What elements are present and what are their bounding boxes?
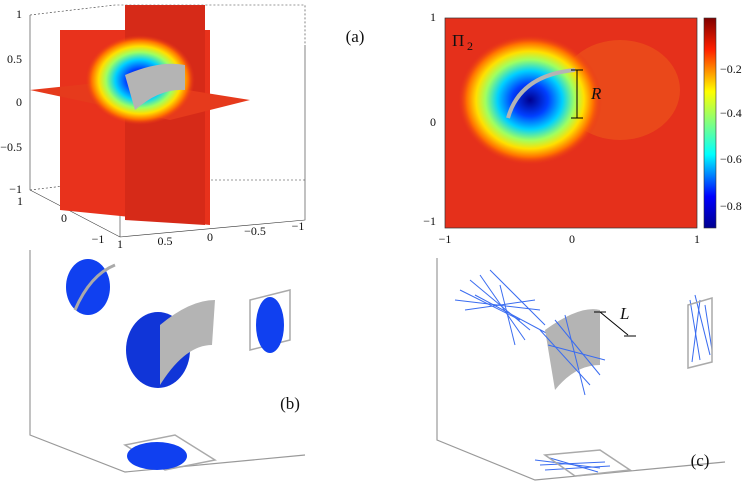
plane-outline [249,289,291,351]
colorbar [703,17,717,229]
tick-label: 1 [117,237,123,251]
fiber [544,465,611,471]
surface-trace [506,68,576,119]
fiber [549,457,599,473]
fiber [691,299,701,363]
panel-label: (b) [280,394,300,413]
fiber [464,299,536,311]
surface [125,63,185,110]
tick-label: −0.5 [244,224,266,238]
dimension-line [599,311,629,336]
tick-label: −1 [292,219,305,233]
heatmap [445,18,697,228]
colorbar-tick: −0.4 [720,106,742,120]
fiber [694,294,711,356]
plot-frame [444,17,698,229]
tick-label: 0 [61,211,67,225]
fiber [689,299,701,361]
plane-title: Π [452,31,464,50]
fiber [499,284,516,346]
fiber [489,269,546,326]
panel-c-axes [436,258,726,481]
fiber [554,319,601,376]
plane-outline [687,297,713,369]
l-dimension [594,311,636,337]
box-edge [29,4,306,45]
projection [127,442,187,470]
surface [160,300,215,385]
tick-label: 1 [17,194,23,208]
fiber [564,314,586,396]
tick-label: −1 [92,232,105,246]
annotation: R [590,84,602,103]
annotation: L [619,304,629,323]
plane-outline [542,449,633,477]
panel-label: (c) [691,451,710,470]
projection [256,297,284,353]
heat-blob [458,35,602,165]
surface-trace [73,263,116,311]
tick-label: 0 [16,95,22,109]
fiber [479,274,526,341]
tick-label: 0 [207,230,213,244]
tick-label: −1 [423,214,436,228]
plane-title-sub: 2 [467,39,473,53]
r-dimension [571,69,583,119]
fiber [539,329,591,386]
tick-label: −1 [9,182,22,196]
panel-label: (a) [346,27,365,46]
colorbar-tick: −0.2 [720,62,742,76]
fiber-bundle [454,269,551,346]
fiber [29,250,306,473]
fiber [704,304,713,351]
colorbar-tick: −0.6 [720,152,742,166]
fiber [539,461,606,466]
tick-label: 1 [16,7,22,21]
fiber-bundle [534,294,713,473]
tick-label: 1 [430,10,436,24]
tick-label: 0 [430,115,436,129]
panel-b-axes [29,250,306,473]
tick-label: −0.5 [0,140,22,154]
tick-label: 1 [694,232,700,246]
tick-label: 0.5 [158,234,173,248]
tick-label: 0 [569,232,575,246]
fiber [459,289,521,321]
tick-label: 0.5 [7,52,22,66]
fiber [547,344,606,361]
colorbar-tick: −0.8 [720,199,742,213]
fiber [436,258,726,481]
tick-label: −1 [439,232,452,246]
surface [545,309,600,390]
fiber [474,294,551,336]
